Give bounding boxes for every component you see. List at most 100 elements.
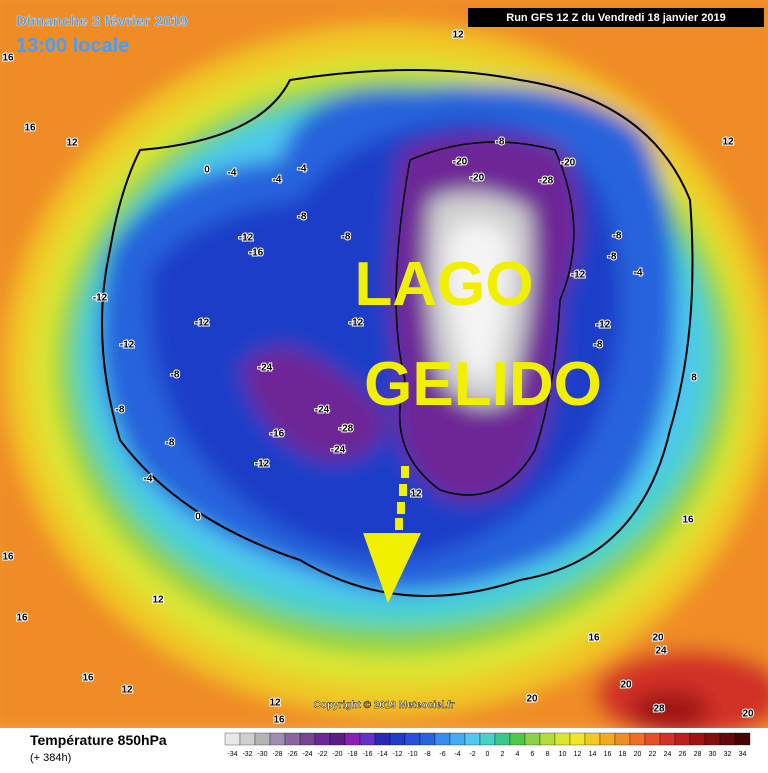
scale-cell [719, 732, 736, 746]
contour-label: -4 [298, 164, 307, 175]
scale-label: -22 [317, 751, 327, 758]
contour-label: -12 [195, 318, 210, 329]
scale-cell [404, 732, 421, 746]
scale-label: 30 [709, 751, 717, 758]
scale-cell [464, 732, 481, 746]
contour-lines [101, 69, 694, 597]
contour-label: 16 [2, 53, 14, 64]
contour-label: -12 [349, 318, 364, 329]
contour-label: -24 [258, 363, 273, 374]
contour-label: -20 [453, 157, 468, 168]
contour-label: 12 [452, 30, 464, 41]
contour-label: 16 [82, 673, 94, 684]
scale-cell [629, 732, 646, 746]
color-scale: -34 -32 -30 -28 -26 -24 -22 -20 -18 -16 -14 -12 -10-… [224, 732, 751, 758]
scale-cell [329, 732, 346, 746]
scale-cell [434, 732, 451, 746]
contour-label: -12 [120, 340, 135, 351]
scale-label: 20 [634, 751, 642, 758]
scale-cell [284, 732, 301, 746]
forecast-date: Dimanche 3 février 2019 [16, 13, 188, 30]
contour-label: 16 [273, 715, 285, 726]
contour-label: -4 [273, 175, 282, 186]
annotation-arrow [363, 466, 421, 603]
contour-label: -16 [270, 429, 285, 440]
contour-label: -8 [298, 212, 307, 223]
scale-cell [644, 732, 661, 746]
contour-label: 16 [24, 123, 36, 134]
copyright: Copyright © 2019 Meteociel.fr [314, 700, 455, 711]
contour-label: -20 [561, 158, 576, 169]
scale-cell [734, 732, 751, 746]
scale-cell [374, 732, 391, 746]
legend-title: Température 850hPa [30, 732, 167, 748]
contour-label: -4 [634, 268, 643, 279]
forecast-time: 13:00 locale [16, 35, 129, 57]
contour-label: -8 [166, 438, 175, 449]
contour-label: 12 [269, 698, 281, 709]
scale-cell [344, 732, 361, 746]
contour-label: -20 [470, 173, 485, 184]
scale-label: -4 [454, 751, 460, 758]
scale-label: -24 [302, 751, 312, 758]
scale-cell [524, 732, 541, 746]
scale-label: -12 [392, 751, 402, 758]
scale-cell [539, 732, 556, 746]
contour-label: -8 [116, 405, 125, 416]
contour-label: -8 [342, 232, 351, 243]
contour-label: -28 [539, 176, 554, 187]
scale-label: 6 [531, 751, 535, 758]
map-background [0, 0, 768, 740]
scale-label: -6 [439, 751, 445, 758]
scale-label: 22 [649, 751, 657, 758]
scale-cell [254, 732, 271, 746]
legend-lead: (+ 384h) [30, 752, 71, 764]
contour-label: 0 [204, 165, 210, 176]
scale-cell [314, 732, 331, 746]
scale-cell [569, 732, 586, 746]
contour-label: 12 [152, 595, 164, 606]
contour-label: 24 [655, 646, 667, 657]
contour-label: 12 [121, 685, 133, 696]
scale-label: 0 [486, 751, 490, 758]
scale-label: -2 [469, 751, 475, 758]
contour-label: -8 [594, 340, 603, 351]
scale-label: 28 [694, 751, 702, 758]
contour-label: 12 [66, 138, 78, 149]
contour-label: -4 [228, 168, 237, 179]
scale-label: 34 [739, 751, 747, 758]
scale-cell [389, 732, 406, 746]
scale-cell [704, 732, 721, 746]
scale-label: -14 [377, 751, 387, 758]
contour-label: 20 [620, 680, 632, 691]
overlay-text: LAGO [354, 250, 533, 319]
scale-label: 12 [574, 751, 582, 758]
scale-cell [614, 732, 631, 746]
contour-label: -28 [339, 424, 354, 435]
scale-label: 2 [501, 751, 505, 758]
contour-label: -12 [596, 320, 611, 331]
contour-label: -12 [255, 459, 270, 470]
scale-label: 32 [724, 751, 732, 758]
scale-label: 4 [516, 751, 520, 758]
scale-label: 26 [679, 751, 687, 758]
scale-label: -32 [242, 751, 252, 758]
scale-label: 18 [619, 751, 627, 758]
scale-cell [359, 732, 376, 746]
scale-cell [239, 732, 256, 746]
scale-label: 8 [546, 751, 550, 758]
scale-label: -30 [257, 751, 267, 758]
scale-label: -20 [332, 751, 342, 758]
scale-cell [554, 732, 571, 746]
scale-label: -10 [407, 751, 417, 758]
scale-label: -18 [347, 751, 357, 758]
scale-cell [479, 732, 496, 746]
run-box [468, 8, 764, 27]
run-info: Run GFS 12 Z du Vendredi 18 janvier 2019 [506, 12, 725, 24]
scale-label: -28 [272, 751, 282, 758]
contour-label: 28 [653, 704, 665, 715]
contour-label: -24 [315, 405, 330, 416]
contour-label: -12 [571, 270, 586, 281]
